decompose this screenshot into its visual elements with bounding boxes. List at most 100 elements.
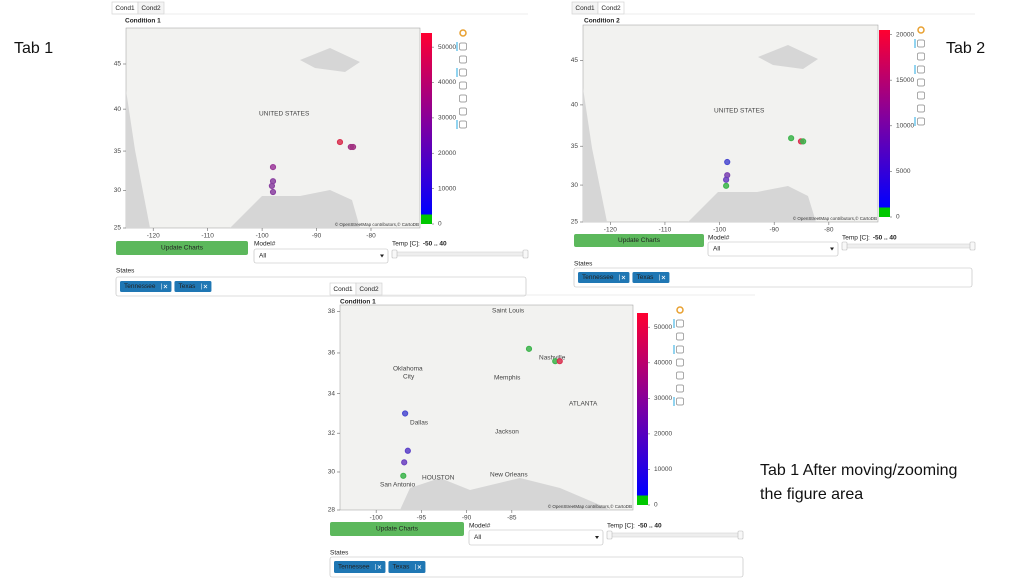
- select-arrow: [830, 247, 834, 251]
- x-tick-label: -110: [659, 227, 672, 234]
- chip-remove[interactable]: [417, 565, 422, 569]
- colorbar-tick-label: 0: [896, 214, 900, 221]
- toolbar-icon[interactable]: [676, 384, 684, 393]
- y-tick-label: 36: [328, 350, 336, 357]
- data-point: [269, 164, 277, 171]
- colorbar: [637, 313, 648, 505]
- colorbar-tick-label: 10000: [896, 122, 914, 129]
- state-chip[interactable]: Texas: [632, 272, 670, 283]
- update-button[interactable]: [116, 241, 248, 255]
- toolbar-icon[interactable]: [917, 117, 925, 126]
- toolbar-icon[interactable]: [917, 65, 925, 74]
- toolbar-icon[interactable]: [459, 81, 467, 90]
- toolbar-icon[interactable]: [917, 104, 925, 113]
- y-tick-label: 30: [328, 469, 336, 476]
- state-chip[interactable]: Tennessee: [578, 272, 630, 283]
- slider-label: Temp [C]:: [842, 235, 870, 242]
- colorbar-tick-label: 40000: [654, 359, 672, 366]
- states-input[interactable]: [115, 276, 527, 297]
- map-water: [126, 48, 360, 228]
- colorbar-tick-label: 20000: [896, 31, 914, 38]
- chip: [334, 561, 386, 573]
- toolbar-icon[interactable]: [676, 397, 684, 406]
- slider-handle[interactable]: [737, 530, 744, 540]
- state-chip[interactable]: Texas: [174, 281, 212, 292]
- y-tick-label: 40: [571, 102, 579, 109]
- chip: [578, 272, 630, 283]
- update-button[interactable]: [574, 234, 704, 247]
- slider-handle[interactable]: [522, 249, 529, 259]
- annotation: the figure area: [760, 486, 863, 503]
- toolbar-icon[interactable]: [676, 332, 684, 341]
- x-tick-label: -100: [256, 233, 269, 240]
- map-label: Nashville: [539, 355, 566, 362]
- tab-label: Cond1: [115, 5, 135, 12]
- states-input[interactable]: [329, 556, 744, 578]
- chip-remove[interactable]: [661, 275, 666, 280]
- chip: [388, 561, 426, 573]
- y-tick-label: 45: [571, 57, 579, 64]
- slider-handle[interactable]: [606, 530, 613, 540]
- y-tick-label: 32: [328, 430, 336, 437]
- toolbar-icon[interactable]: [917, 78, 925, 87]
- button-label: Update Charts: [376, 526, 419, 533]
- map-label: HOUSTON: [422, 475, 455, 482]
- slider-handle[interactable]: [841, 241, 848, 251]
- select-label: Model#: [254, 241, 276, 248]
- model-select[interactable]: [253, 248, 389, 264]
- chip-remove[interactable]: [377, 565, 382, 569]
- slider-handle[interactable]: [391, 249, 398, 259]
- toolbar-icon[interactable]: [459, 55, 467, 64]
- data-point: [349, 143, 357, 151]
- chip-remove[interactable]: [621, 275, 626, 280]
- data-point: [800, 138, 807, 145]
- select-label: Model#: [708, 235, 730, 242]
- y-tick-label: 30: [114, 187, 122, 194]
- data-point: [401, 459, 408, 466]
- colorbar-tick-label: 20000: [438, 150, 456, 157]
- model-select[interactable]: [707, 241, 839, 257]
- data-point: [723, 176, 730, 183]
- toolbar-icon[interactable]: [917, 91, 925, 100]
- slider-handle[interactable]: [969, 241, 976, 251]
- y-tick-label: 30: [571, 182, 579, 189]
- update-button[interactable]: [330, 522, 464, 536]
- toolbar-icon[interactable]: [676, 371, 684, 380]
- model-select[interactable]: [468, 529, 604, 546]
- state-chip[interactable]: Tennessee: [334, 561, 386, 573]
- select-value: All: [713, 246, 721, 253]
- map-label: Saint Louis: [492, 308, 525, 315]
- data-point: [402, 410, 409, 417]
- colorbar-tick-label: 50000: [654, 324, 672, 331]
- toolbar-logo: [676, 306, 684, 314]
- states-input[interactable]: [573, 267, 973, 288]
- y-tick-label: 35: [114, 148, 122, 155]
- chip-remove[interactable]: [203, 284, 208, 289]
- colorbar-tick-label: 30000: [654, 395, 672, 402]
- toolbar-icon[interactable]: [676, 345, 684, 354]
- map-label: San Antonio: [380, 482, 415, 489]
- tab-label: Cond2: [359, 286, 379, 293]
- chip-remove[interactable]: [163, 284, 168, 289]
- slider-value: -50 .. 40: [873, 235, 897, 242]
- chip-label: Tennessee: [338, 564, 370, 571]
- toolbar-icon[interactable]: [459, 94, 467, 103]
- toolbar-icon[interactable]: [459, 68, 467, 77]
- state-chip[interactable]: Texas: [388, 561, 426, 573]
- toolbar-icon[interactable]: [917, 52, 925, 61]
- select-value: All: [474, 534, 482, 541]
- chip-label: Texas: [392, 564, 410, 571]
- x-tick-label: -90: [462, 515, 472, 522]
- toolbar-icon[interactable]: [676, 319, 684, 328]
- toolbar-icon[interactable]: [917, 39, 925, 48]
- toolbar-icon[interactable]: [459, 120, 467, 129]
- toolbar-icon[interactable]: [676, 358, 684, 367]
- toolbar-icon[interactable]: [459, 107, 467, 116]
- chip: [174, 281, 212, 292]
- toolbar-icon[interactable]: [459, 42, 467, 51]
- state-chip[interactable]: Tennessee: [120, 281, 172, 292]
- y-tick-label: 25: [571, 219, 579, 226]
- x-tick-label: -120: [604, 227, 617, 234]
- slider-label: Temp [C]:: [607, 523, 635, 530]
- plot-title: Condition 1: [340, 299, 376, 306]
